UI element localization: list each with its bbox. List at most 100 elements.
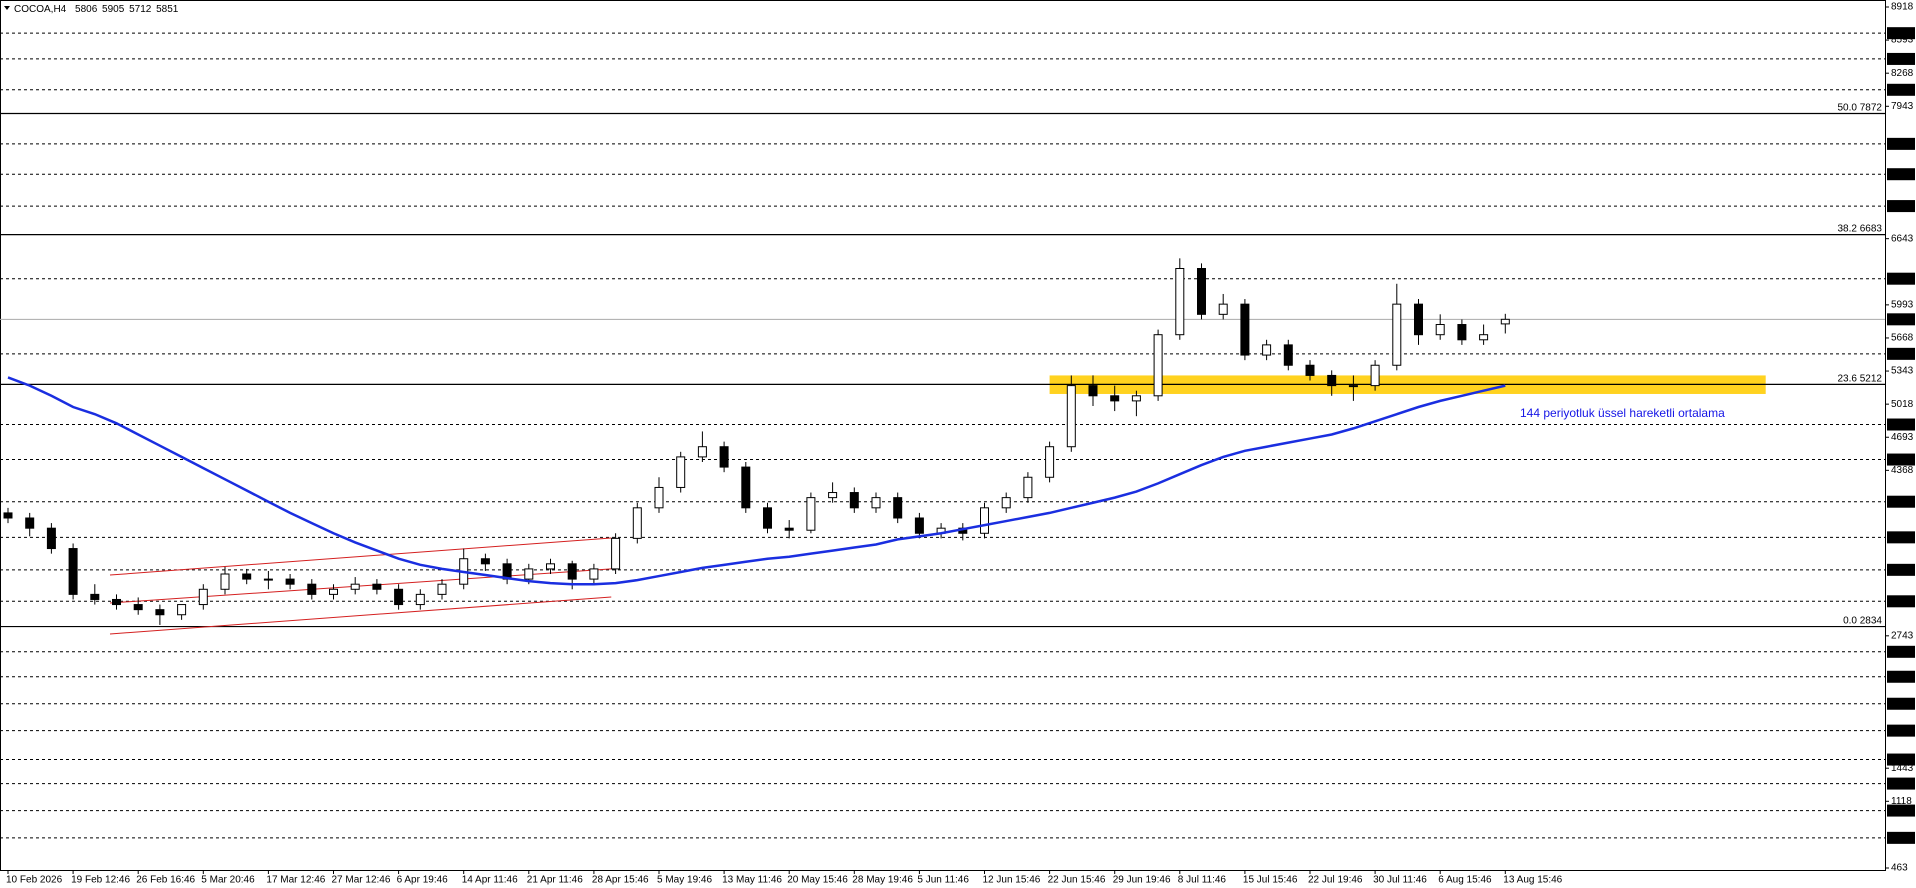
fib-level: 50.0 (1838, 102, 1858, 113)
level-label: 8105 (1890, 84, 1913, 95)
candle-body (1262, 344, 1272, 356)
candle-body (480, 558, 490, 565)
level-label-box (1887, 645, 1915, 658)
level-label-box (1887, 168, 1915, 181)
candle-body (914, 517, 924, 534)
level-label: 2586 (1890, 646, 1913, 657)
x-tick-label: 27 Mar 12:46 (332, 875, 391, 886)
candle-body (741, 466, 751, 509)
y-tick-label: 5018 (1891, 399, 1914, 410)
x-tick-label: 10 Feb 2026 (6, 875, 63, 886)
candle-body (90, 593, 100, 600)
x-tick-label: 20 May 15:46 (787, 875, 848, 886)
candle-body (784, 527, 794, 531)
x-tick-label: 30 Jul 11:46 (1373, 875, 1427, 886)
level-label: 1292 (1890, 778, 1913, 789)
candle-body (198, 588, 208, 606)
candle-body (524, 568, 534, 580)
candle-body (1414, 303, 1423, 336)
candle-body (589, 568, 599, 580)
level-label-box (1887, 52, 1915, 65)
level-label: 1812 (1890, 725, 1913, 736)
x-tick-label: 8 Jul 11:46 (1178, 875, 1227, 886)
x-tick-label: 15 Jul 15:46 (1243, 875, 1298, 886)
plot-frame (0, 0, 1886, 871)
level-label-box (1887, 272, 1915, 285)
ohlc-high: 5905 (102, 4, 125, 15)
y-tick-label: 5343 (1891, 366, 1914, 377)
candle-body (1435, 324, 1445, 336)
y-tick-label: 5993 (1891, 300, 1914, 311)
level-label-box (1887, 697, 1915, 710)
y-tick-label: 8268 (1891, 68, 1914, 79)
fib-label: 38.2 6683 (1838, 223, 1883, 234)
candle-body (1283, 344, 1293, 366)
level-label: 5512 (1890, 348, 1913, 359)
level-label: 1027 (1890, 805, 1913, 816)
candle-body (1023, 476, 1033, 499)
level-label: 4060 (1890, 496, 1913, 507)
candle-body (1240, 303, 1250, 356)
level-label: 2341 (1890, 671, 1913, 682)
candle-body (372, 583, 382, 590)
x-tick-label: 28 May 19:46 (852, 875, 913, 886)
x-tick-label: 12 Jun 15:46 (983, 875, 1041, 886)
level-label-box (1887, 83, 1915, 96)
channel-line (109, 596, 612, 635)
candle-body (1131, 395, 1141, 402)
price-label: 5851 (1890, 314, 1913, 325)
y-tick-label: 7943 (1891, 101, 1914, 112)
symbol: COCOA,H4 (14, 4, 67, 15)
fib-level: 0.0 (1843, 615, 1857, 626)
level-label: 7574 (1890, 139, 1913, 150)
candle-body (220, 573, 230, 590)
ohlc-open: 5806 (75, 4, 98, 15)
candle-body (676, 456, 686, 488)
y-tick-label: 4693 (1891, 432, 1914, 443)
candle-body (133, 604, 143, 611)
channel-line (109, 537, 612, 576)
level-label-box (1887, 563, 1915, 576)
candle-body (1110, 395, 1120, 402)
level-label-box (1887, 453, 1915, 466)
fib-level: 23.6 (1838, 373, 1858, 384)
level-label-box (1887, 804, 1915, 817)
candle-body (697, 446, 707, 458)
level-label: 8408 (1890, 54, 1913, 65)
fib-label: 0.0 2834 (1843, 615, 1882, 626)
candle-body (285, 578, 295, 585)
x-tick-label: 19 Feb 12:46 (71, 875, 130, 886)
fib-value: 7872 (1860, 102, 1883, 113)
level-label-box (1887, 777, 1915, 790)
candle-body (546, 563, 555, 570)
candle-body (611, 537, 621, 570)
candle-body (1045, 446, 1055, 478)
level-label: 3082 (1890, 596, 1913, 607)
fib-value: 5212 (1860, 373, 1883, 384)
candle-body (307, 583, 317, 595)
x-tick-label: 5 Jun 11:46 (917, 875, 969, 886)
candle-body (1088, 385, 1098, 397)
fib-value: 2834 (1860, 615, 1883, 626)
x-tick-label: 22 Jul 19:46 (1308, 875, 1363, 886)
candle-body (350, 583, 360, 590)
x-tick-label: 13 Aug 15:46 (1503, 875, 1562, 886)
y-tick-label: 8593 (1891, 35, 1914, 46)
candle-body (329, 588, 338, 595)
candle-body (763, 507, 772, 529)
x-tick-label: 5 May 19:46 (657, 875, 712, 886)
level-label-box (1887, 724, 1915, 737)
x-tick-label: 22 Jun 15:46 (1048, 875, 1106, 886)
x-tick-label: 13 May 11:46 (722, 875, 782, 886)
level-label-box (1887, 347, 1915, 360)
x-tick-label: 14 Apr 11:46 (462, 875, 518, 886)
candle-body (1370, 364, 1380, 387)
candle-body (1500, 318, 1510, 325)
candle-body (1175, 268, 1185, 336)
x-tick-label: 21 Apr 11:46 (527, 875, 583, 886)
candle-body (828, 492, 838, 499)
level-label: 3391 (1890, 564, 1913, 575)
candle-body (806, 497, 816, 531)
y-tick-label: 1118 (1891, 796, 1912, 807)
